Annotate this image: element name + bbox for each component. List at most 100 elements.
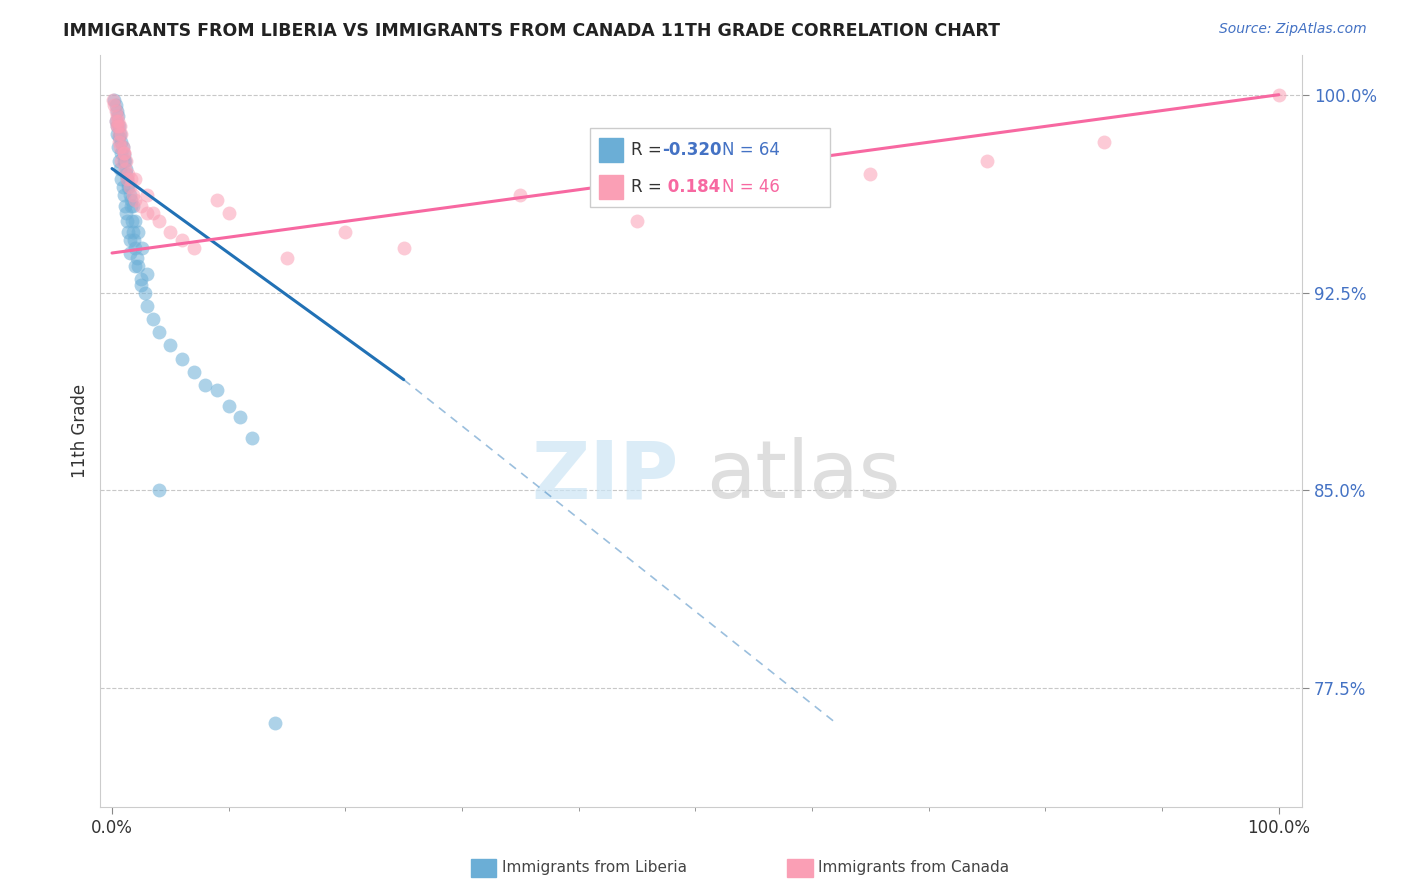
Text: N = 46: N = 46	[721, 178, 779, 196]
Point	[122, 225, 145, 239]
Point	[134, 285, 156, 300]
Point	[117, 225, 139, 239]
Point	[111, 140, 134, 154]
Point	[124, 214, 146, 228]
Text: Source: ZipAtlas.com: Source: ZipAtlas.com	[1219, 22, 1367, 37]
Text: IMMIGRANTS FROM LIBERIA VS IMMIGRANTS FROM CANADA 11TH GRADE CORRELATION CHART: IMMIGRANTS FROM LIBERIA VS IMMIGRANTS FR…	[63, 22, 1000, 40]
Point	[105, 120, 128, 134]
Point	[103, 93, 125, 107]
Point	[129, 272, 152, 286]
Point	[240, 431, 263, 445]
Text: Immigrants from Liberia: Immigrants from Liberia	[502, 861, 688, 875]
Point	[117, 167, 139, 181]
Point	[108, 135, 131, 149]
Point	[110, 128, 132, 142]
Point	[115, 214, 138, 228]
Point	[124, 193, 146, 207]
Point	[110, 172, 132, 186]
Text: 0.184: 0.184	[662, 178, 720, 196]
Point	[118, 188, 141, 202]
Point	[103, 93, 125, 107]
Point	[976, 153, 998, 168]
Point	[115, 206, 138, 220]
Point	[264, 715, 287, 730]
Y-axis label: 11th Grade: 11th Grade	[72, 384, 89, 478]
Point	[170, 233, 193, 247]
Point	[118, 246, 141, 260]
Point	[110, 145, 132, 160]
Point	[392, 241, 415, 255]
Point	[104, 98, 127, 112]
Point	[122, 233, 145, 247]
Point	[509, 188, 531, 202]
Point	[108, 128, 131, 142]
Point	[159, 225, 181, 239]
Point	[122, 198, 145, 212]
Point	[121, 214, 143, 228]
Point	[105, 109, 128, 123]
Point	[742, 180, 765, 194]
Point	[108, 161, 131, 176]
Point	[136, 267, 159, 281]
Point	[108, 153, 131, 168]
Text: R =: R =	[630, 178, 666, 196]
Point	[104, 114, 127, 128]
Point	[115, 153, 138, 168]
Point	[159, 338, 181, 352]
Text: ZIP: ZIP	[531, 437, 679, 516]
Point	[335, 225, 357, 239]
Point	[111, 180, 134, 194]
Point	[205, 383, 228, 397]
Point	[142, 206, 165, 220]
Point	[124, 259, 146, 273]
Point	[107, 114, 129, 128]
Point	[1268, 87, 1291, 102]
Point	[170, 351, 193, 366]
Point	[124, 172, 146, 186]
Point	[112, 188, 135, 202]
Point	[107, 109, 129, 123]
Point	[108, 120, 131, 134]
Point	[205, 193, 228, 207]
Point	[125, 252, 148, 266]
Point	[105, 120, 128, 134]
Point	[105, 103, 128, 118]
Point	[107, 140, 129, 154]
Point	[115, 172, 138, 186]
Point	[112, 153, 135, 168]
Point	[112, 145, 135, 160]
Point	[127, 225, 149, 239]
Point	[108, 128, 131, 142]
Point	[218, 399, 240, 413]
Text: R =: R =	[630, 141, 666, 159]
Point	[115, 161, 138, 176]
Point	[111, 140, 134, 154]
Point	[107, 120, 129, 134]
Point	[142, 312, 165, 326]
Point	[118, 233, 141, 247]
Point	[104, 103, 127, 118]
Point	[114, 161, 136, 176]
Point	[112, 145, 135, 160]
Point	[108, 140, 131, 154]
Text: atlas: atlas	[706, 437, 901, 516]
Point	[124, 241, 146, 255]
Point	[118, 180, 141, 194]
Point	[131, 241, 153, 255]
Point	[1092, 135, 1115, 149]
Point	[108, 130, 131, 145]
Point	[117, 178, 139, 192]
Point	[104, 114, 127, 128]
Point	[122, 188, 145, 202]
Point	[120, 172, 142, 186]
Point	[115, 172, 138, 186]
Point	[218, 206, 240, 220]
Point	[148, 214, 170, 228]
Point	[114, 153, 136, 168]
Text: Immigrants from Canada: Immigrants from Canada	[818, 861, 1010, 875]
Point	[129, 198, 152, 212]
Point	[115, 167, 138, 181]
Point	[194, 378, 217, 392]
Point	[276, 252, 298, 266]
Point	[148, 483, 170, 498]
